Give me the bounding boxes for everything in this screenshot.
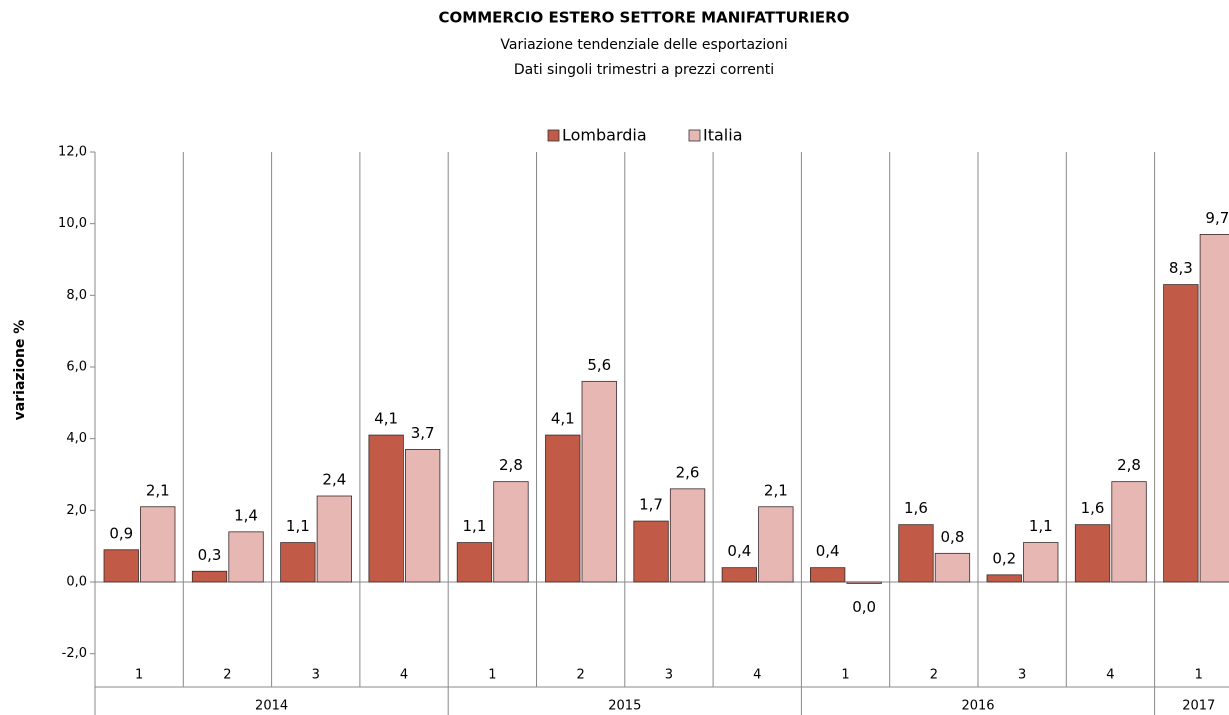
bar [280, 542, 316, 583]
x-tick-label: 3 [1018, 668, 1026, 683]
x-tick-label: 3 [312, 668, 320, 683]
y-tick-label: 8,0 [66, 288, 87, 303]
bar [633, 520, 669, 583]
value-label: 2,8 [1117, 456, 1141, 474]
value-label: 1,1 [463, 517, 487, 535]
value-label: 2,6 [676, 463, 700, 481]
value-label: 8,3 [1169, 259, 1193, 277]
value-label: 0,9 [109, 524, 133, 542]
x-tick-label: 2 [577, 668, 585, 683]
y-tick-label: 6,0 [66, 360, 87, 375]
bar [1111, 481, 1147, 583]
bar [103, 549, 139, 583]
x-tick-label: 4 [400, 668, 408, 683]
x-tick-label: 1 [841, 668, 849, 683]
bar [934, 552, 971, 583]
bar [140, 506, 176, 583]
y-tick-label: 12,0 [58, 145, 87, 160]
bar [669, 488, 706, 583]
value-label: 2,1 [764, 481, 788, 499]
bar [545, 434, 581, 583]
bar [581, 380, 617, 583]
y-tick-label: -2,0 [62, 646, 87, 661]
x-tick-label: 3 [665, 668, 673, 683]
value-label: 2,4 [322, 471, 346, 489]
legend-swatch [547, 129, 560, 142]
value-label: 4,1 [551, 410, 575, 428]
year-label: 2017 [1182, 699, 1215, 714]
chart-title: COMMERCIO ESTERO SETTORE MANIFATTURIERO [439, 9, 850, 27]
y-tick-label: 10,0 [58, 216, 87, 231]
legend-label: Italia [703, 126, 743, 145]
value-label: 1,7 [639, 496, 663, 514]
value-label: 4,1 [374, 410, 398, 428]
x-tick-label: 4 [1106, 668, 1114, 683]
x-tick-label: 1 [488, 668, 496, 683]
value-label: 2,8 [499, 456, 523, 474]
bar [1163, 284, 1199, 583]
value-label: 0,0 [852, 598, 876, 616]
value-label: 0,3 [198, 546, 222, 564]
y-tick-label: 2,0 [66, 503, 87, 518]
value-label: 1,6 [1081, 499, 1105, 517]
value-label: 0,2 [992, 549, 1016, 567]
value-label: 5,6 [587, 356, 611, 374]
bar [493, 481, 529, 583]
value-label: 1,1 [286, 517, 310, 535]
value-label: 1,1 [1029, 517, 1053, 535]
value-label: 9,7 [1205, 209, 1229, 227]
y-axis-label: variazione % [12, 320, 28, 421]
y-tick-label: 4,0 [66, 431, 87, 446]
bar [404, 449, 441, 583]
value-label: 1,6 [904, 499, 928, 517]
value-label: 1,4 [234, 506, 258, 524]
bar [846, 581, 882, 584]
bar [456, 542, 493, 583]
value-label: 2,1 [146, 481, 170, 499]
x-tick-label: 2 [223, 668, 231, 683]
bar [368, 434, 404, 583]
x-tick-label: 2 [930, 668, 938, 683]
legend-label: Lombardia [562, 126, 647, 145]
value-label: 0,8 [941, 528, 965, 546]
x-tick-label: 4 [753, 668, 761, 683]
value-label: 0,4 [816, 542, 840, 560]
year-label: 2014 [255, 699, 288, 714]
bar [1199, 234, 1229, 583]
bar [721, 567, 757, 583]
bar [191, 570, 228, 583]
bar [316, 495, 353, 583]
bar [228, 531, 264, 583]
bar [1023, 542, 1059, 583]
bar [986, 574, 1022, 583]
chart-subtitle: Variazione tendenziale delle esportazion… [500, 37, 787, 53]
bar [1074, 524, 1111, 583]
y-tick-label: 0,0 [66, 575, 87, 590]
legend-swatch [688, 129, 701, 142]
chart-subtitle: Dati singoli trimestri a prezzi correnti [514, 62, 774, 78]
x-tick-label: 1 [135, 668, 143, 683]
bar [810, 567, 846, 583]
value-label: 0,4 [727, 542, 751, 560]
year-label: 2015 [608, 699, 641, 714]
value-label: 3,7 [411, 424, 435, 442]
bar [898, 524, 934, 583]
bar [758, 506, 794, 583]
year-label: 2016 [961, 699, 994, 714]
x-tick-label: 1 [1195, 668, 1203, 683]
